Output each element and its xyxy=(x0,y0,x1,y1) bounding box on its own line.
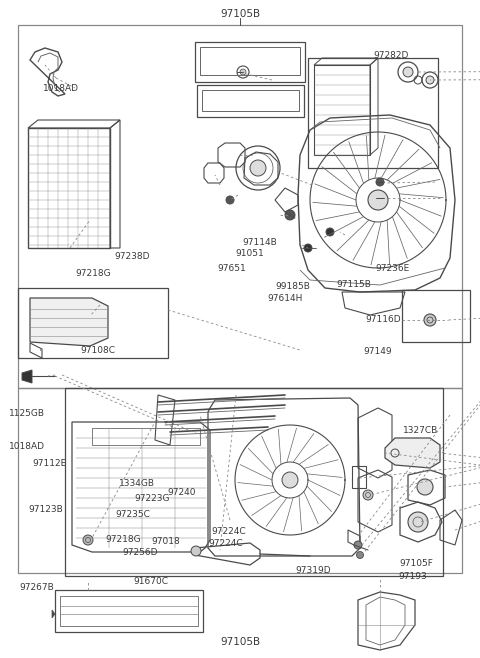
Text: 1018AD: 1018AD xyxy=(43,84,79,93)
Text: 1334GB: 1334GB xyxy=(119,479,155,488)
Text: 97651: 97651 xyxy=(217,264,246,273)
Text: 91670C: 91670C xyxy=(133,576,168,586)
Text: 97105B: 97105B xyxy=(220,9,260,19)
Text: 97105F: 97105F xyxy=(399,559,433,568)
Text: 97236E: 97236E xyxy=(375,264,409,273)
Text: 1018AD: 1018AD xyxy=(9,442,45,451)
Text: 1125GB: 1125GB xyxy=(9,409,45,418)
Text: 97614H: 97614H xyxy=(268,293,303,303)
Bar xyxy=(18,25,462,388)
Circle shape xyxy=(226,196,234,204)
Text: 97112E: 97112E xyxy=(32,459,66,468)
Circle shape xyxy=(83,535,93,545)
Circle shape xyxy=(417,479,433,495)
Bar xyxy=(202,90,299,111)
Circle shape xyxy=(357,551,363,559)
Circle shape xyxy=(191,546,201,556)
Circle shape xyxy=(408,512,428,532)
Polygon shape xyxy=(385,438,440,468)
Circle shape xyxy=(426,76,434,84)
Text: 97235C: 97235C xyxy=(115,510,150,519)
Bar xyxy=(197,85,304,117)
Circle shape xyxy=(363,490,373,500)
Text: 97282D: 97282D xyxy=(373,51,409,61)
Circle shape xyxy=(304,244,312,252)
Text: 97223G: 97223G xyxy=(134,494,170,503)
Circle shape xyxy=(282,472,298,488)
Bar xyxy=(308,58,438,168)
Text: 97116D: 97116D xyxy=(366,315,401,324)
Text: 99185B: 99185B xyxy=(275,282,310,291)
Bar xyxy=(18,288,168,358)
Text: 97114B: 97114B xyxy=(242,238,277,247)
Text: 97193: 97193 xyxy=(398,572,427,581)
Text: 97149: 97149 xyxy=(364,347,393,356)
Polygon shape xyxy=(30,298,108,346)
Text: 1327CB: 1327CB xyxy=(403,426,438,436)
Circle shape xyxy=(326,228,334,236)
Text: 97108C: 97108C xyxy=(81,345,116,355)
Bar xyxy=(195,42,305,82)
Bar xyxy=(200,47,300,75)
Bar xyxy=(55,590,203,632)
Bar xyxy=(352,466,366,488)
Text: 91051: 91051 xyxy=(235,249,264,258)
Polygon shape xyxy=(52,610,55,618)
Text: 97105B: 97105B xyxy=(220,636,260,647)
Circle shape xyxy=(250,160,266,176)
Text: 97319D: 97319D xyxy=(295,566,331,575)
Circle shape xyxy=(376,194,384,202)
Circle shape xyxy=(285,210,295,220)
Circle shape xyxy=(376,178,384,186)
Circle shape xyxy=(403,67,413,77)
Circle shape xyxy=(424,314,436,326)
Bar xyxy=(28,128,110,248)
Text: 97115B: 97115B xyxy=(336,280,371,289)
Text: 97123B: 97123B xyxy=(29,505,63,515)
Text: 97240: 97240 xyxy=(167,488,195,497)
Text: 97238D: 97238D xyxy=(114,252,150,261)
Bar xyxy=(65,388,443,576)
Bar xyxy=(402,290,470,342)
Text: 97018: 97018 xyxy=(151,537,180,546)
Text: 97267B: 97267B xyxy=(19,583,54,592)
Text: 97218G: 97218G xyxy=(76,268,111,278)
Text: 97224C: 97224C xyxy=(209,539,243,548)
Circle shape xyxy=(368,190,388,210)
Text: 97218G: 97218G xyxy=(106,535,141,544)
Circle shape xyxy=(354,541,362,549)
Text: 97224C: 97224C xyxy=(211,527,246,536)
Bar xyxy=(18,388,462,573)
Text: 97256D: 97256D xyxy=(122,548,158,557)
Circle shape xyxy=(240,69,246,75)
Polygon shape xyxy=(22,370,32,383)
Bar xyxy=(60,596,198,626)
